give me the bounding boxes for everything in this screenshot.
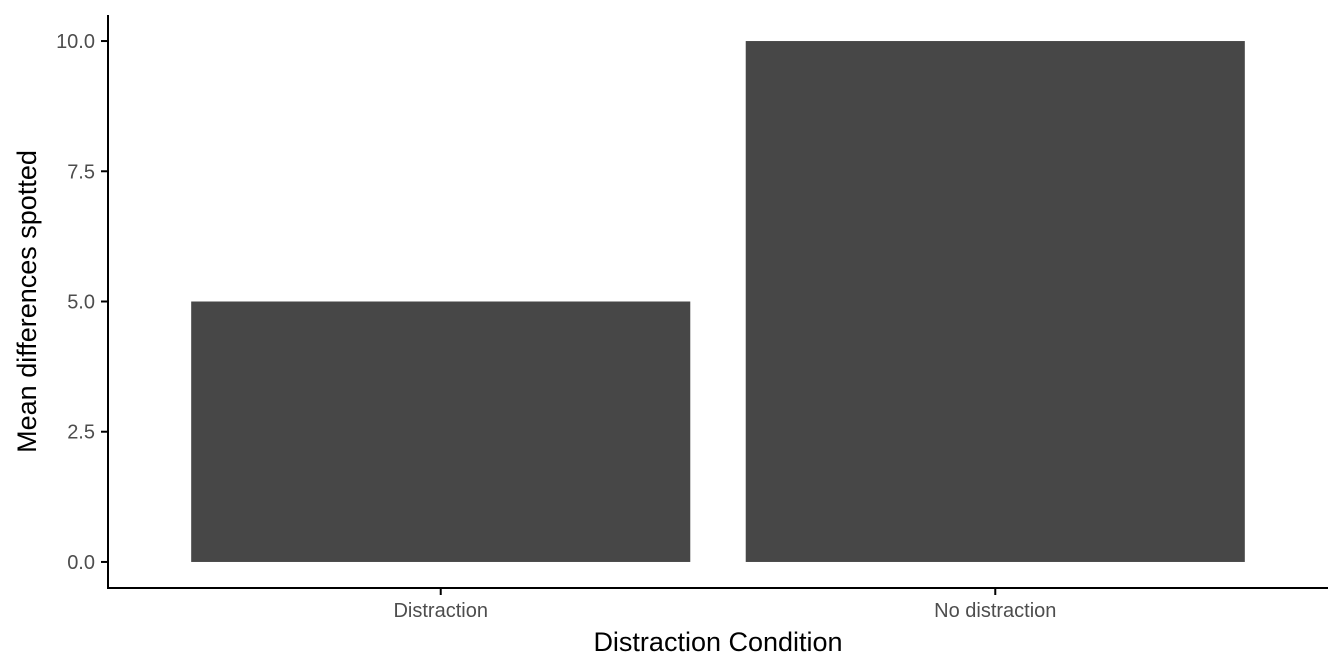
y-tick-label: 0.0 <box>67 552 95 574</box>
bars-layer <box>191 41 1245 562</box>
y-tick-label: 5.0 <box>67 292 95 314</box>
x-ticks: Distraction No distraction <box>393 588 1056 622</box>
y-tick-label: 2.5 <box>67 422 95 444</box>
y-axis-title: Mean differences spotted <box>12 150 42 453</box>
x-tick-label: No distraction <box>934 600 1056 622</box>
bar-no-distraction <box>745 41 1245 562</box>
y-ticks: 0.0 2.5 5.0 7.5 10.0 <box>56 31 108 574</box>
y-tick-label: 10.0 <box>56 31 95 53</box>
y-tick-label: 7.5 <box>67 161 95 183</box>
x-tick-label: Distraction <box>393 600 487 622</box>
x-axis-title: Distraction Condition <box>593 627 842 657</box>
bar-distraction <box>191 301 691 562</box>
